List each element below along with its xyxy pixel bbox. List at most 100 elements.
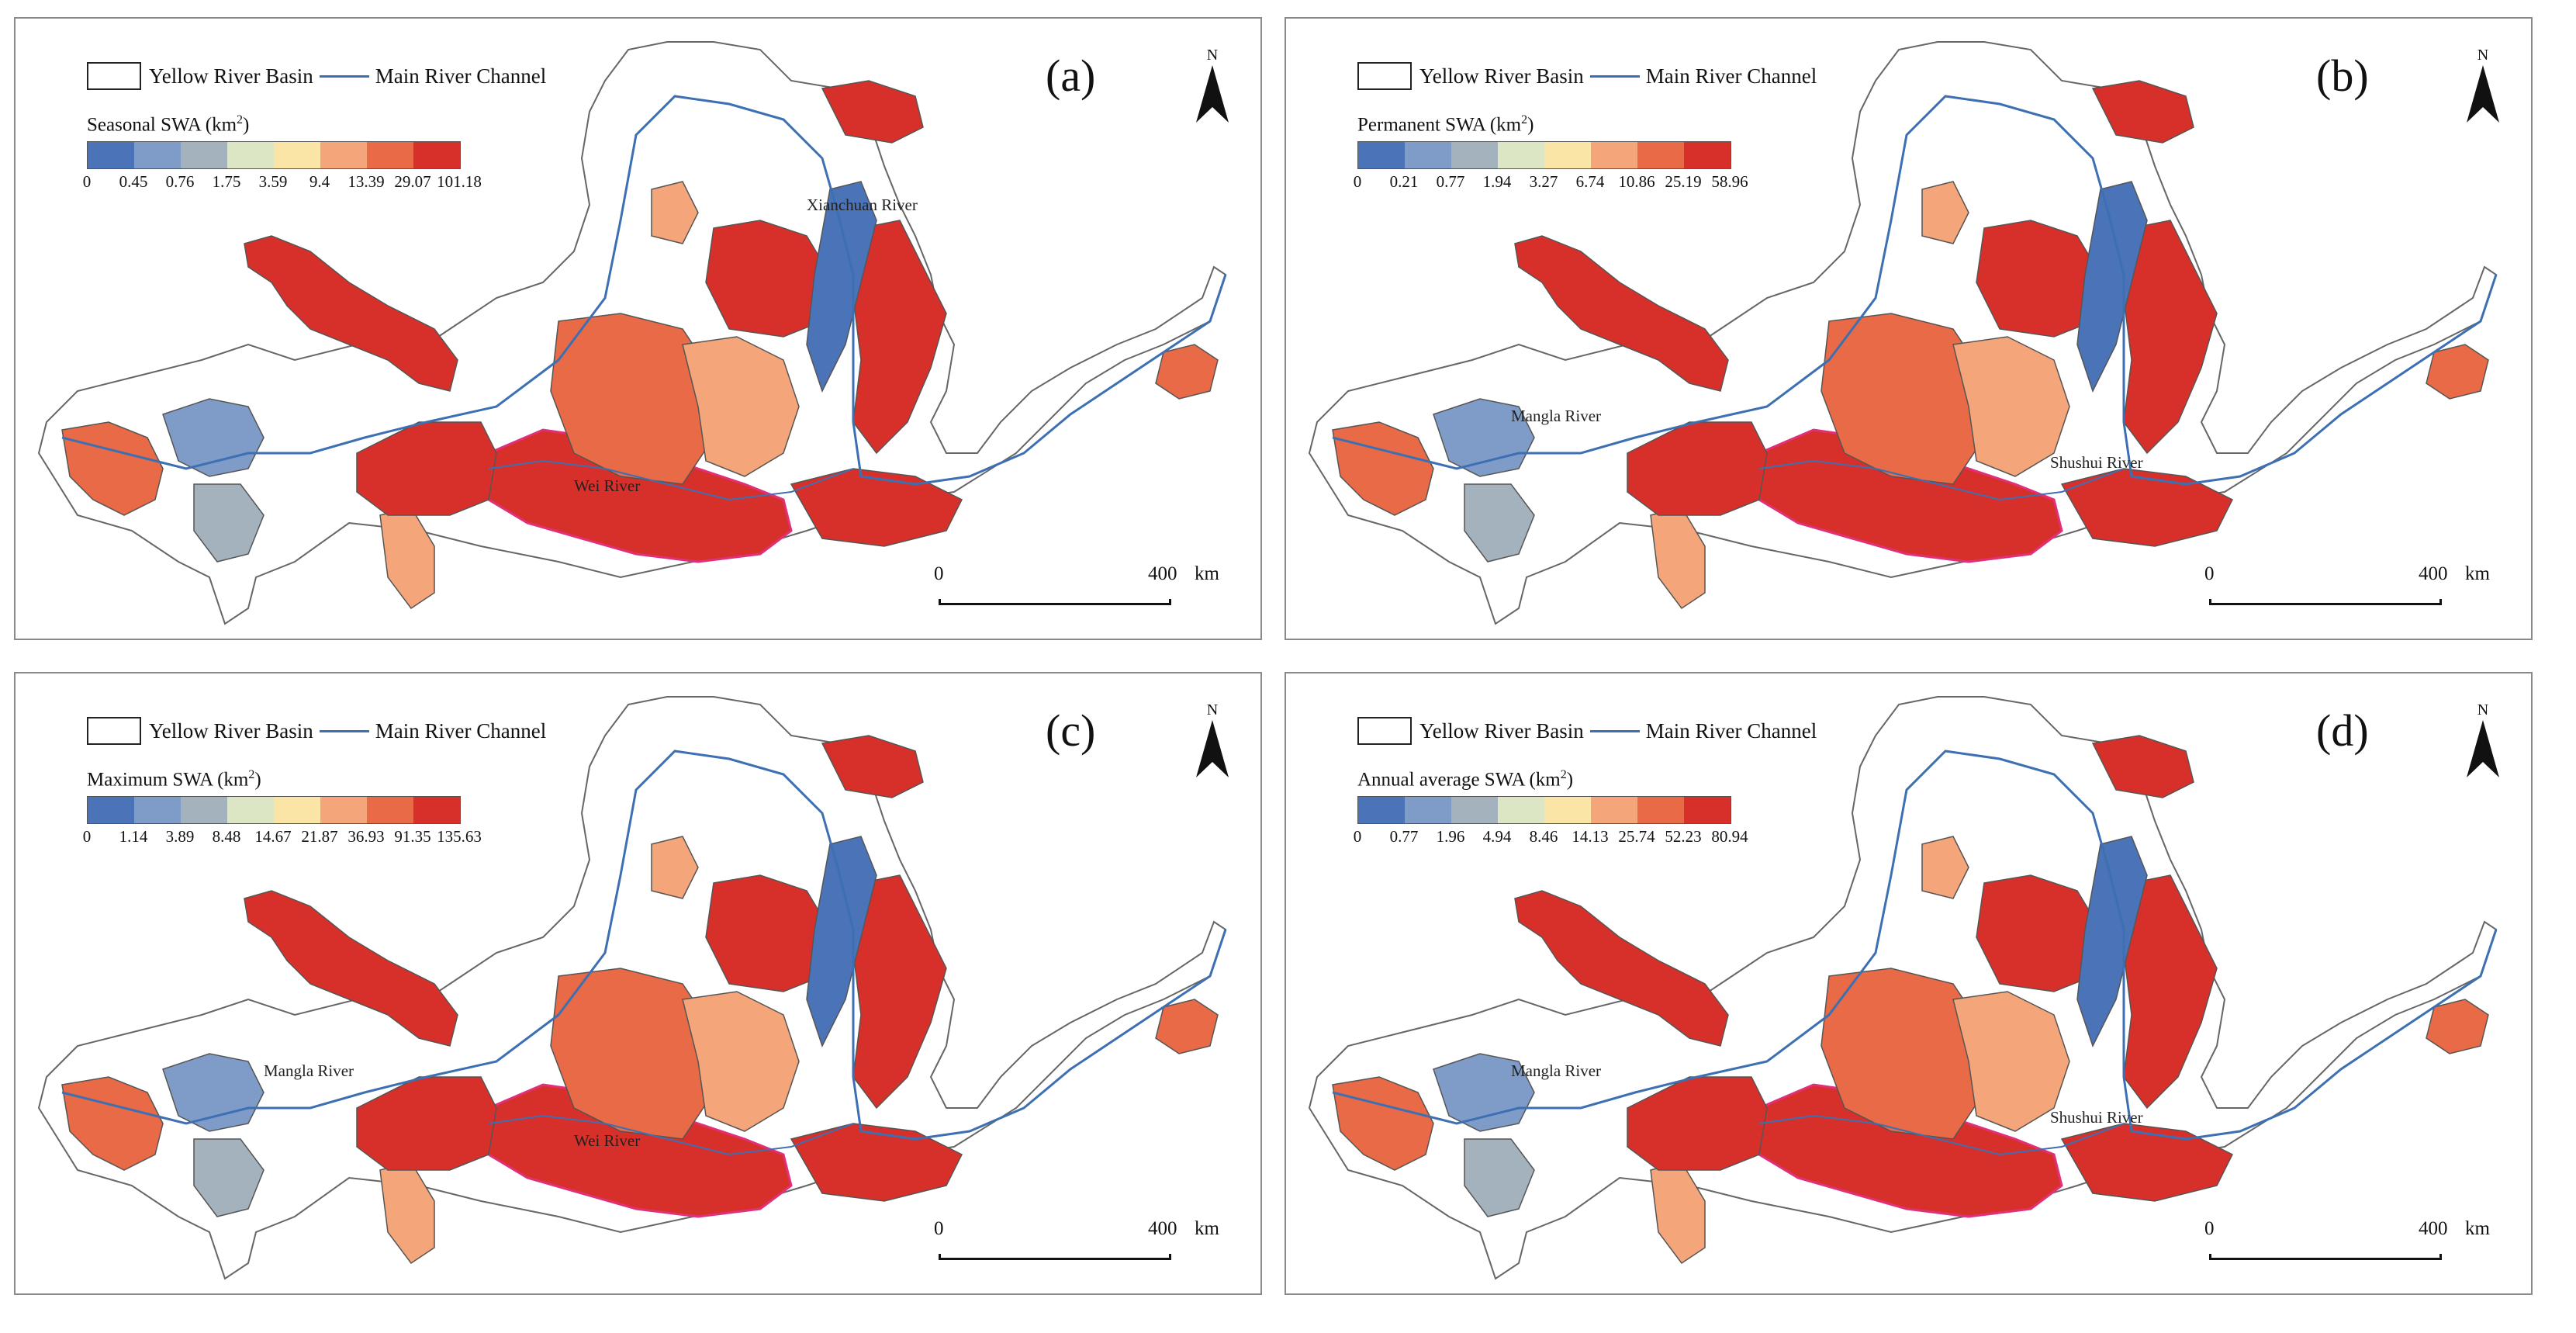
sub-basin-shushui [2060,468,2234,547]
color-class-6 [1591,797,1637,823]
panel-permanent-swa: Yellow River Basin Main River Channel Pe… [1285,17,2533,640]
north-arrow-icon: N [2465,47,2501,124]
scale-zero: 0 [2204,563,2215,584]
sub-basin-north-inner [651,836,699,899]
color-class-1 [88,142,134,168]
tick-label: 0.77 [1436,172,1465,191]
sub-basin-ordos-south [1820,968,1985,1140]
place-label: Wei River [574,1131,641,1150]
color-class-8 [1684,142,1731,168]
river-swatch [1589,729,1640,732]
sub-basin-shushui [790,468,963,547]
main-river-channel [61,95,1227,486]
tributary-river [1758,459,2125,501]
sub-basin-north-inner [651,181,699,244]
tick-label: 36.93 [348,827,385,846]
color-class-3 [181,797,227,823]
basin-map [37,41,1227,625]
sub-basin-northwest-long [244,235,458,392]
colorbar-title: Seasonal SWA (km2) [87,113,250,136]
panel-label: (d) [2316,705,2369,756]
colorbar [1357,796,1731,824]
scale-distance: 400 [1148,1218,1177,1239]
tick-label: 13.39 [348,172,385,191]
color-class-8 [413,797,460,823]
north-arrow-icon: N [1195,701,1230,779]
tick-label: 0 [1353,172,1362,191]
basin-map [1308,696,2498,1280]
tick-label: 0.77 [1389,827,1419,846]
scale-bar: 0 400 km [934,563,1219,608]
sub-basin-delta [2426,344,2489,400]
colorbar-ticks: 0 0.21 0.77 1.94 3.27 6.74 10.86 25.19 5… [1353,172,1823,196]
color-class-1 [1358,142,1405,168]
basin-legend-label: Yellow River Basin [1419,718,1584,743]
tick-label: 25.74 [1618,827,1655,846]
basin-legend-label: Yellow River Basin [1419,64,1584,88]
sub-basin-ordos-south [550,313,714,485]
tick-label: 3.27 [1529,172,1558,191]
river-legend-label: Main River Channel [1645,64,1817,88]
color-class-4 [1498,142,1544,168]
place-label: Mangla River [1511,407,1602,425]
color-class-6 [320,142,367,168]
scale-zero: 0 [2204,1218,2215,1239]
tick-label: 4.94 [1482,827,1512,846]
sub-basin-north-inner [1921,836,1969,899]
sub-basin-north-inner [1921,181,1969,244]
river-legend-label: Main River Channel [1645,718,1817,743]
scale-distance: 400 [2419,1218,2448,1239]
basin-swatch [1357,717,1412,745]
color-class-3 [1451,142,1498,168]
sub-basin-upper-south [193,483,265,563]
tick-label: 14.67 [254,827,292,846]
color-class-5 [274,142,320,168]
sub-basin-ordos-south [1820,313,1985,485]
tick-label: 29.07 [394,172,431,191]
place-label: Mangla River [264,1061,354,1080]
map-legend: Yellow River Basin Main River Channel [87,714,546,748]
color-class-8 [1684,797,1731,823]
basin-legend-label: Yellow River Basin [149,718,313,743]
river-swatch [319,729,369,732]
tick-label: 1.75 [212,172,241,191]
panel-maximum-swa: Yellow River Basin Main River Channel Ma… [14,672,1262,1295]
basin-swatch [87,62,141,90]
sub-basin-west-red [1627,1076,1768,1171]
sub-basin-ordos-south [550,968,714,1140]
color-class-7 [367,142,413,168]
sub-basin-loess [682,336,800,477]
color-class-7 [1637,142,1684,168]
sub-basin-east-corridor [852,874,947,1110]
colorbar-ticks: 0 0.45 0.76 1.75 3.59 9.4 13.39 29.07 10… [83,172,552,196]
tick-label: 135.63 [437,827,482,846]
basin-swatch [1357,62,1412,90]
tick-label: 0.76 [165,172,195,191]
tick-label: 0 [1353,827,1362,846]
sub-basin-east-blue [2076,836,2148,1047]
scale-unit: km [1195,1218,1219,1239]
tick-label: 8.48 [212,827,241,846]
tick-label: 101.18 [437,172,482,191]
color-class-2 [134,797,181,823]
tick-label: 52.23 [1665,827,1702,846]
tributary-river [1758,1114,2125,1156]
color-class-4 [227,142,274,168]
scale-bar: 0 400 km [934,1218,1219,1263]
place-label: Mangla River [1511,1061,1602,1080]
sub-basin-delta [1155,999,1219,1054]
scale-bar: 0 400 km [2204,1218,2490,1263]
sub-basin-shushui [2060,1123,2234,1202]
place-label: Wei River [574,476,641,495]
river-legend-label: Main River Channel [375,718,547,743]
tick-label: 8.46 [1529,827,1558,846]
tick-label: 1.96 [1436,827,1465,846]
colorbar-title: Maximum SWA (km2) [87,768,261,791]
place-label: Shushui River [2050,453,2143,472]
map-legend: Yellow River Basin Main River Channel [87,59,546,93]
sub-basin-east-blue [806,836,877,1047]
sub-basin-east-blue [2076,181,2148,393]
tick-label: 0 [82,827,92,846]
color-class-6 [1591,142,1637,168]
scale-unit: km [2465,563,2490,584]
